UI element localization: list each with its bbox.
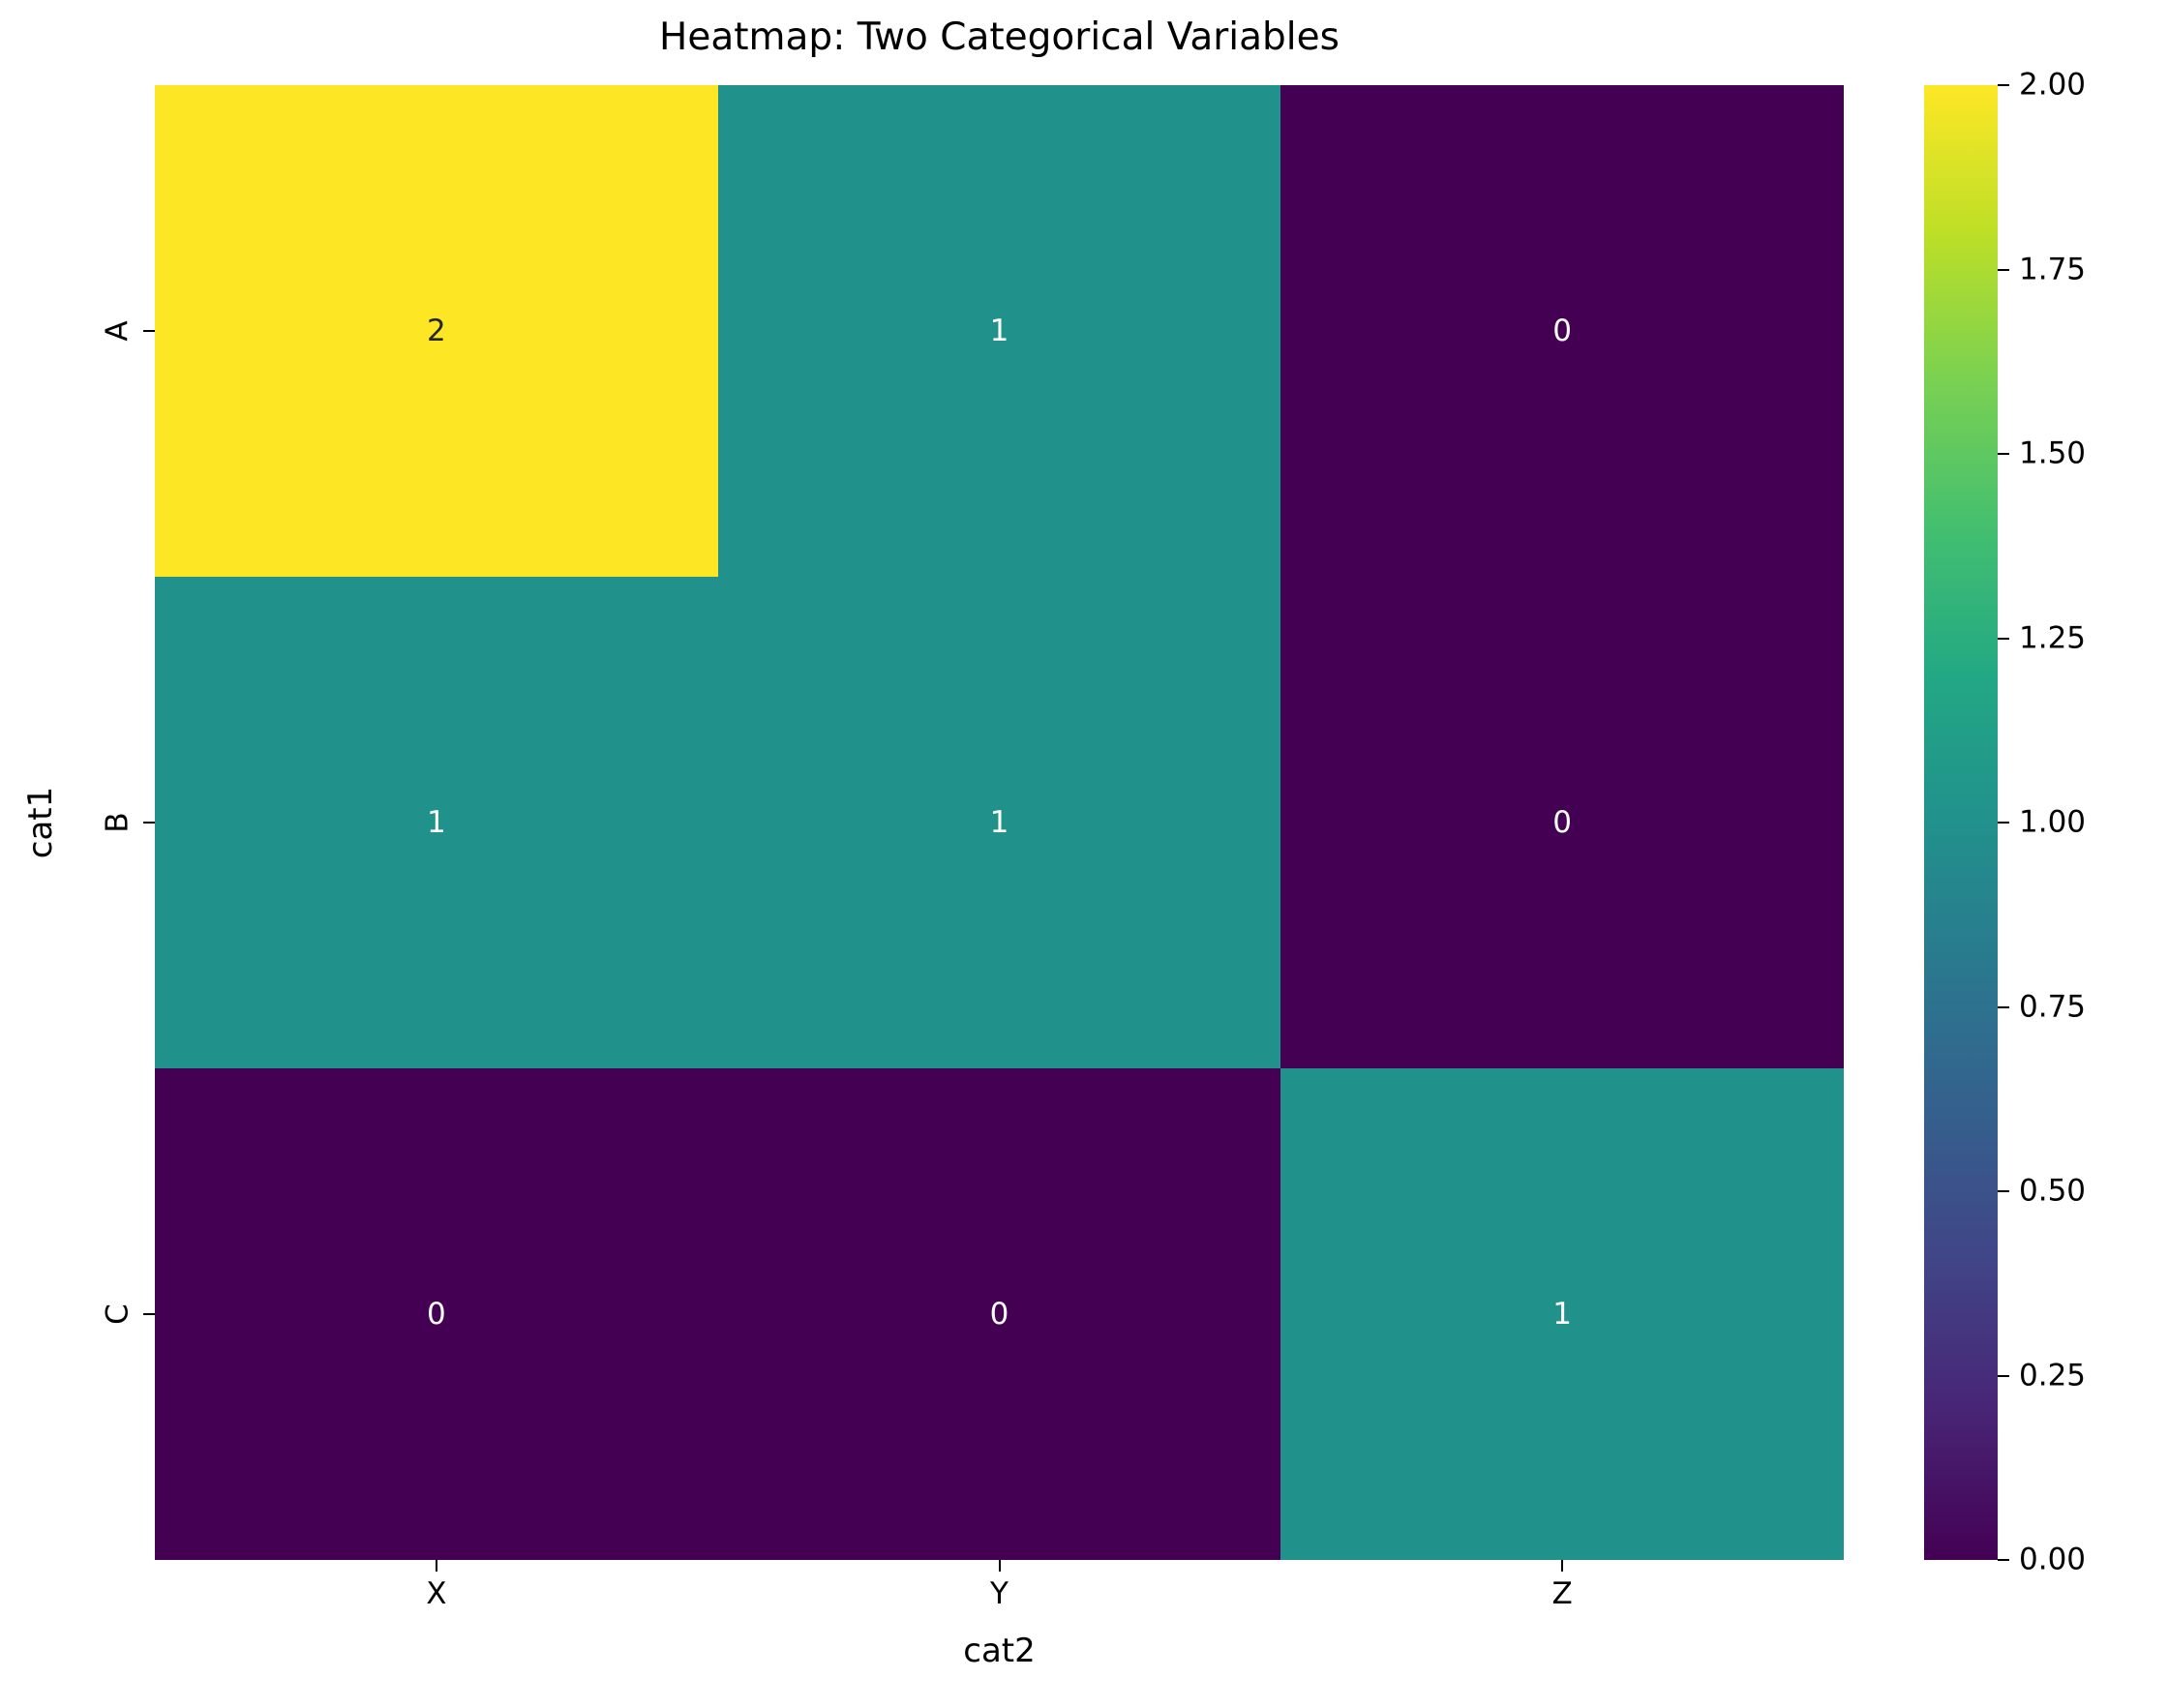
heatmap-cell-C-Z: 1 xyxy=(1280,1068,1844,1560)
x-axis-label: cat2 xyxy=(963,1632,1036,1670)
colorbar-tick-label: 1.50 xyxy=(2019,435,2087,471)
heatmap-cell-A-Y: 1 xyxy=(717,85,1281,577)
cell-annotation: 1 xyxy=(989,313,1009,348)
colorbar-tick-label: 1.00 xyxy=(2019,804,2087,840)
tick-mark xyxy=(1998,453,2009,455)
cell-annotation: 0 xyxy=(1552,313,1573,348)
colorbar-tick-label: 0.75 xyxy=(2019,989,2087,1024)
cell-annotation: 0 xyxy=(1552,804,1573,840)
tick-mark xyxy=(1998,822,2009,824)
y-axis-label: cat1 xyxy=(21,786,60,859)
heatmap-cell-A-Z: 0 xyxy=(1280,85,1844,577)
x-tick-label: Y xyxy=(990,1576,1009,1611)
tick-mark xyxy=(143,1313,155,1315)
x-tick-label: Z xyxy=(1551,1576,1573,1611)
cell-annotation: 2 xyxy=(426,313,446,348)
tick-mark xyxy=(435,1560,437,1572)
cell-annotation: 0 xyxy=(426,1296,446,1332)
heatmap-cell-B-X: 1 xyxy=(155,577,718,1068)
tick-mark xyxy=(1561,1560,1564,1572)
colorbar-tick-label: 2.00 xyxy=(2019,67,2087,103)
tick-mark xyxy=(998,1560,1001,1572)
colorbar-tick-label: 0.25 xyxy=(2019,1358,2087,1393)
heatmap-cell-A-X: 2 xyxy=(155,85,718,577)
cell-annotation: 1 xyxy=(426,804,446,840)
y-tick-label: A xyxy=(100,320,136,342)
tick-mark xyxy=(143,330,155,332)
cell-annotation: 1 xyxy=(1552,1296,1573,1332)
heatmap-cell-C-Y: 0 xyxy=(717,1068,1281,1560)
colorbar-tick-label: 0.50 xyxy=(2019,1173,2087,1209)
y-tick-label: B xyxy=(100,812,136,833)
tick-mark xyxy=(1998,1374,2009,1377)
colorbar-tick-label: 1.75 xyxy=(2019,252,2087,286)
colorbar-tick-label: 1.25 xyxy=(2019,620,2087,655)
chart-title: Heatmap: Two Categorical Variables xyxy=(659,15,1340,59)
cell-annotation: 0 xyxy=(989,1296,1009,1332)
heatmap-cell-B-Z: 0 xyxy=(1280,577,1844,1068)
heatmap-cell-B-Y: 1 xyxy=(717,577,1281,1068)
colorbar-tick-label: 0.00 xyxy=(2019,1542,2087,1577)
tick-mark xyxy=(1998,84,2009,86)
tick-mark xyxy=(1998,1559,2009,1561)
tick-mark xyxy=(143,822,155,824)
y-tick-label: C xyxy=(100,1303,136,1325)
heatmap-grid: 2 1 0 1 1 0 0 0 1 xyxy=(155,85,1844,1560)
cell-annotation: 1 xyxy=(989,804,1009,840)
heatmap-cell-C-X: 0 xyxy=(155,1068,718,1560)
x-tick-label: X xyxy=(426,1576,447,1611)
tick-mark xyxy=(1998,1005,2009,1008)
tick-mark xyxy=(1998,268,2009,271)
tick-mark xyxy=(1998,637,2009,640)
colorbar-gradient xyxy=(1924,85,1998,1560)
tick-mark xyxy=(1998,1190,2009,1192)
